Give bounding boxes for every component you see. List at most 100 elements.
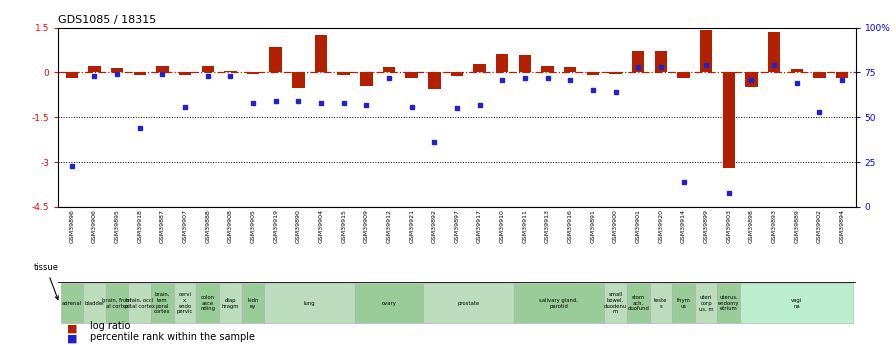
Bar [700, 30, 712, 72]
Text: GSM39895: GSM39895 [115, 209, 120, 243]
Text: teste
s: teste s [654, 298, 668, 308]
Text: GSM39899: GSM39899 [703, 209, 709, 243]
Bar [338, 72, 350, 75]
Text: stom
ach,
duofund: stom ach, duofund [627, 295, 649, 312]
Bar [513, 283, 604, 323]
Text: GSM39910: GSM39910 [500, 209, 504, 243]
Bar [609, 72, 622, 74]
Text: uteri
corp
us, m: uteri corp us, m [699, 295, 713, 312]
Text: GSM39901: GSM39901 [635, 209, 641, 243]
Bar [405, 72, 418, 78]
Text: vagi
na: vagi na [791, 298, 803, 308]
Bar [220, 283, 242, 323]
Text: bladder: bladder [84, 301, 105, 306]
Bar [151, 283, 174, 323]
Bar [604, 283, 627, 323]
Text: GSM39896: GSM39896 [69, 209, 74, 243]
Text: GSM39919: GSM39919 [273, 209, 279, 243]
Text: ■: ■ [67, 334, 78, 344]
Bar [83, 283, 106, 323]
Text: GSM39902: GSM39902 [817, 209, 822, 243]
Text: GSM39911: GSM39911 [522, 209, 528, 243]
Text: GDS1085 / 18315: GDS1085 / 18315 [58, 16, 157, 26]
Text: log ratio: log ratio [90, 321, 130, 331]
Bar [89, 66, 100, 72]
Text: thym
us: thym us [676, 298, 691, 308]
Bar [65, 72, 78, 78]
Bar [314, 35, 327, 72]
Text: GSM39905: GSM39905 [251, 209, 255, 243]
Text: GSM39914: GSM39914 [681, 209, 686, 243]
Text: GSM39917: GSM39917 [477, 209, 482, 243]
Text: GSM39912: GSM39912 [386, 209, 392, 243]
Text: GSM39909: GSM39909 [364, 209, 369, 243]
Text: GSM39898: GSM39898 [749, 209, 754, 243]
Bar [745, 72, 758, 87]
Bar [292, 72, 305, 88]
Bar [541, 66, 554, 72]
Bar [519, 55, 531, 72]
Text: percentile rank within the sample: percentile rank within the sample [90, 332, 254, 342]
Text: GSM39907: GSM39907 [183, 209, 187, 243]
Bar [587, 72, 599, 75]
Bar [61, 283, 83, 323]
Text: kidn
ey: kidn ey [247, 298, 259, 308]
Bar [270, 47, 282, 72]
Bar [790, 69, 803, 72]
Bar [650, 283, 672, 323]
Text: GSM39887: GSM39887 [160, 209, 165, 243]
Bar [174, 283, 196, 323]
Text: GSM39892: GSM39892 [432, 209, 437, 243]
Bar [224, 71, 237, 72]
Text: lung: lung [304, 301, 315, 306]
Bar [156, 66, 168, 72]
Bar [836, 72, 849, 78]
Text: prostate: prostate [457, 301, 479, 306]
Bar [740, 283, 853, 323]
Bar [202, 66, 214, 72]
Text: GSM39894: GSM39894 [840, 209, 845, 243]
Text: GSM39897: GSM39897 [454, 209, 460, 243]
Bar [242, 283, 264, 323]
Bar [768, 32, 780, 72]
Bar [564, 67, 576, 72]
Text: small
bowel,
duodenu
m: small bowel, duodenu m [604, 292, 627, 314]
Bar [627, 283, 650, 323]
Bar [473, 65, 486, 72]
Bar [383, 67, 395, 72]
Bar [672, 283, 694, 323]
Text: GSM39918: GSM39918 [137, 209, 142, 243]
Text: GSM39920: GSM39920 [659, 209, 663, 243]
Bar [496, 54, 509, 72]
Text: GSM39890: GSM39890 [296, 209, 301, 243]
Bar [722, 72, 735, 168]
Text: GSM39893: GSM39893 [771, 209, 777, 243]
Bar [134, 72, 146, 75]
Text: ■: ■ [67, 323, 78, 333]
Bar [355, 283, 423, 323]
Text: diap
hragm: diap hragm [221, 298, 239, 308]
Text: GSM39916: GSM39916 [568, 209, 573, 243]
Text: colon
asce
nding: colon asce nding [201, 295, 215, 312]
Bar [106, 283, 128, 323]
Text: brain,
tem
poral
cortex: brain, tem poral cortex [154, 292, 171, 314]
Text: GSM39903: GSM39903 [727, 209, 731, 243]
Bar [360, 72, 373, 86]
Bar [423, 283, 513, 323]
Text: GSM39900: GSM39900 [613, 209, 618, 243]
Text: GSM39913: GSM39913 [545, 209, 550, 243]
Text: GSM39921: GSM39921 [409, 209, 414, 243]
Text: GSM39891: GSM39891 [590, 209, 595, 243]
Bar [451, 72, 463, 76]
Bar [677, 72, 690, 78]
Bar [264, 283, 355, 323]
Text: ovary: ovary [382, 301, 396, 306]
Text: brain, front
al cortex: brain, front al cortex [102, 298, 132, 308]
Bar [632, 51, 644, 72]
Text: GSM39889: GSM39889 [794, 209, 799, 243]
Text: GSM39908: GSM39908 [228, 209, 233, 243]
Bar [179, 72, 192, 75]
Text: salivary gland,
parotid: salivary gland, parotid [539, 298, 578, 308]
Bar [655, 51, 668, 72]
Bar [694, 283, 718, 323]
